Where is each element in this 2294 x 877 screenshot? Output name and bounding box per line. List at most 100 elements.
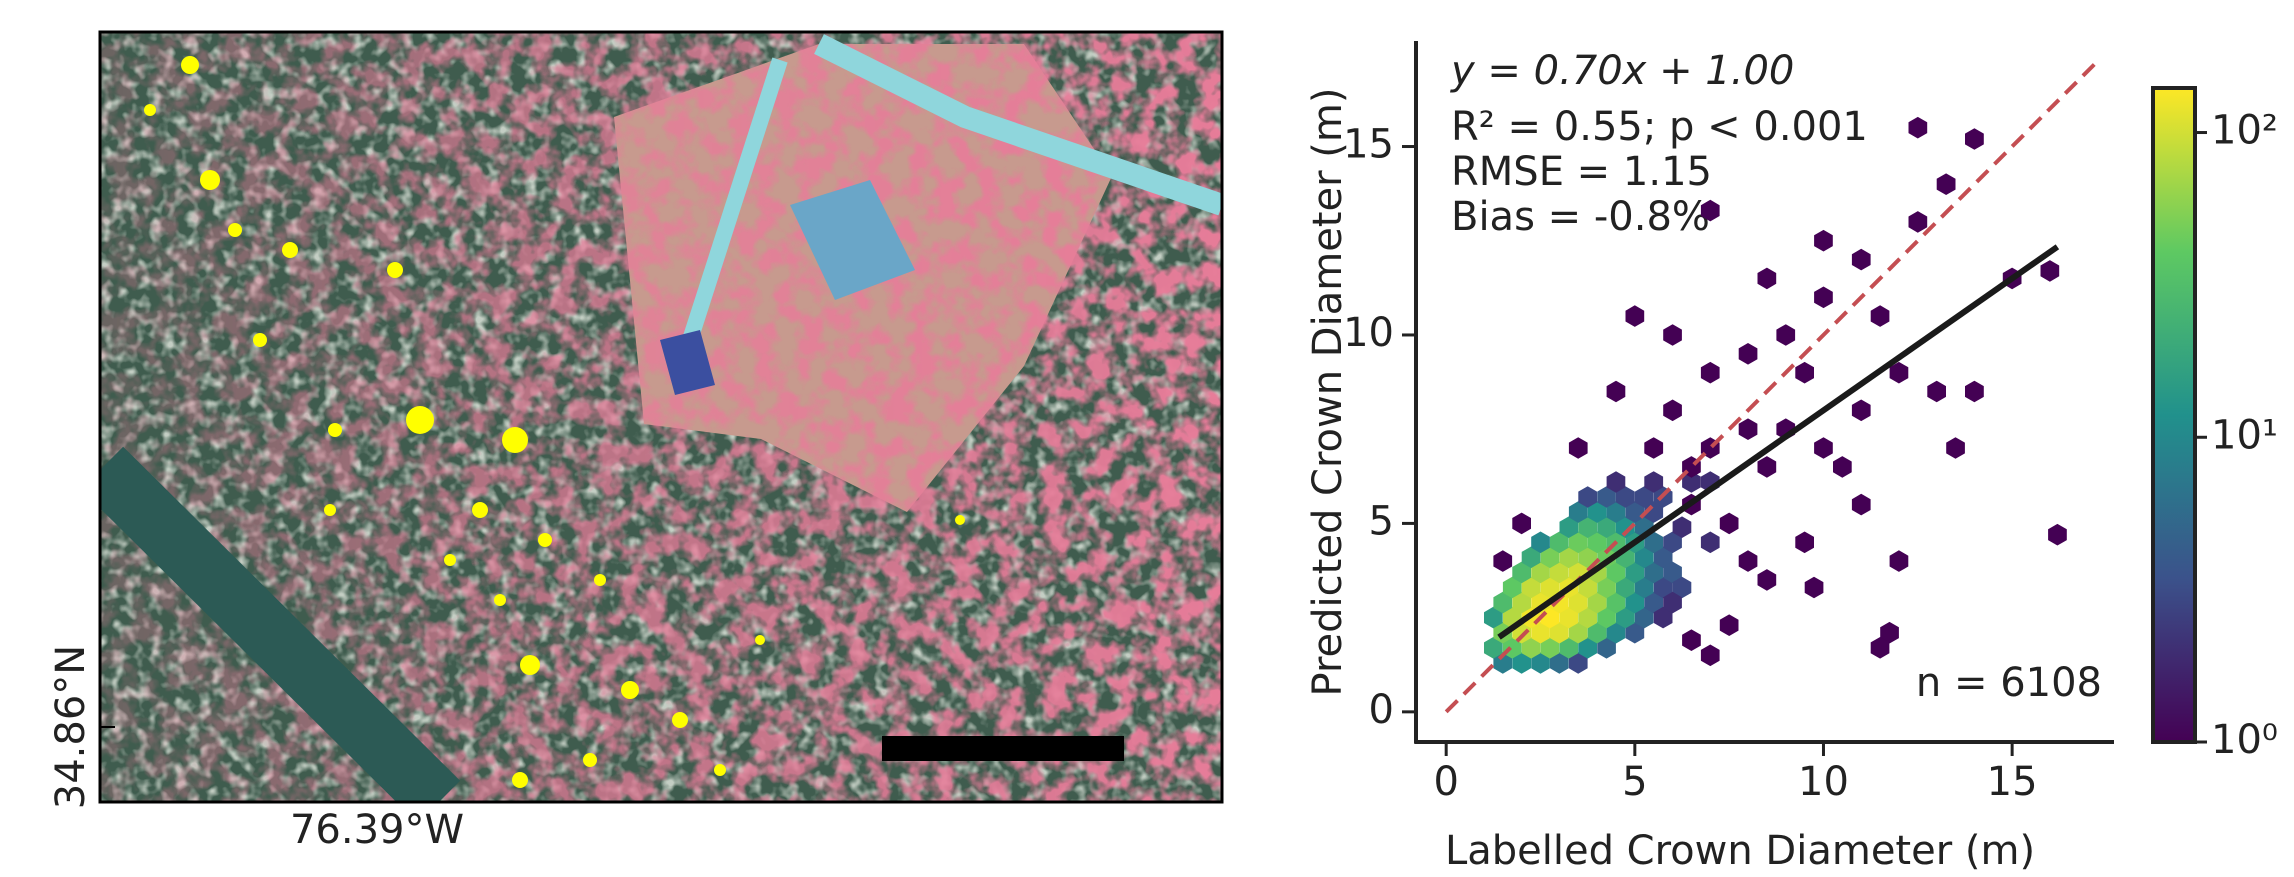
crown: [594, 574, 606, 586]
hexbin: [1550, 561, 1569, 584]
hexbin: [1870, 637, 1890, 659]
hexbin: [1578, 546, 1597, 569]
hexbin: [1625, 591, 1645, 614]
hexbin: [1616, 606, 1635, 629]
r-squared: R² = 0.55; p < 0.001: [1451, 104, 1868, 150]
hexbin: [1682, 471, 1701, 493]
colorbar-tick-label: 10¹: [2211, 412, 2278, 458]
hexbin: [1663, 561, 1682, 584]
x-tick-label: 0: [1433, 759, 1458, 805]
hexbin: [1606, 621, 1626, 644]
hexbin: [1634, 576, 1654, 599]
hexbin: [1531, 652, 1550, 674]
hexbin: [1587, 591, 1607, 614]
crown: [538, 533, 552, 547]
hexbin: [1814, 437, 1833, 459]
hexbin: [1568, 437, 1588, 459]
hexbin: [1568, 531, 1588, 554]
crown: [512, 772, 528, 788]
hexbin: [1700, 531, 1720, 554]
hexbin: [1568, 621, 1588, 644]
hexbin: [1616, 486, 1635, 508]
hexbin: [1606, 561, 1626, 584]
crown: [444, 554, 456, 566]
hexbin: [1927, 380, 1946, 403]
hexbin: [1568, 591, 1588, 614]
hexbin: [1700, 644, 1720, 667]
crown: [282, 242, 298, 258]
hexbin: [1578, 486, 1597, 508]
hexbin: [1738, 550, 1758, 572]
longitude-label: 76.39°W: [290, 807, 464, 853]
hexbin: [1521, 637, 1541, 659]
crown: [253, 333, 267, 347]
crown: [672, 712, 688, 728]
hexbin: [1833, 456, 1852, 478]
colorbar: [2151, 86, 2197, 744]
hexbin: [1625, 561, 1645, 584]
hexbin: [1512, 652, 1531, 674]
crown: [181, 56, 199, 74]
hexbin: [1795, 531, 1814, 554]
hexbin: [1965, 128, 1984, 150]
hexbin: [1672, 516, 1692, 538]
hexbin: [1597, 637, 1616, 659]
crown: [502, 427, 528, 453]
crown: [583, 753, 597, 767]
hexbin: [1682, 629, 1701, 651]
crown: [387, 262, 403, 278]
hexbin: [1531, 621, 1550, 644]
hexbin: [1559, 637, 1579, 659]
hexbin: [1606, 380, 1626, 403]
hexbin: [1550, 652, 1569, 674]
hexbin: [1606, 471, 1626, 493]
hexbin: [2048, 523, 2067, 546]
hexbin: [1616, 576, 1635, 599]
hexbin: [1965, 380, 1984, 403]
hexbin: [1738, 343, 1758, 365]
y-tick-label: 15: [1343, 122, 1394, 168]
hexbin: [1625, 305, 1645, 327]
crown: [494, 594, 506, 606]
hexbin: [1597, 486, 1616, 508]
crown: [406, 406, 434, 434]
road: [814, 34, 1222, 216]
hexbin: [1587, 531, 1607, 554]
river: [100, 446, 461, 802]
latitude-label: 34.86°N: [48, 645, 94, 809]
hexbin: [1531, 531, 1550, 554]
identity-line: [1444, 62, 2097, 714]
rmse: RMSE = 1.15: [1451, 149, 1712, 195]
building: [660, 330, 715, 395]
hexbin: [1502, 576, 1522, 599]
hexbin: [1531, 561, 1550, 584]
hexbin: [1625, 621, 1645, 644]
hexbin: [1908, 211, 1928, 233]
hexbin: [1870, 305, 1890, 327]
crown: [714, 764, 726, 776]
hexbin: [1644, 561, 1664, 584]
hexbin: [1719, 512, 1739, 535]
hexbin: [1550, 621, 1569, 644]
fit-equation: y = 0.70x + 1.00: [1450, 48, 1794, 94]
hexbin: [1889, 361, 1909, 384]
x-axis-label: Labelled Crown Diameter (m): [1445, 828, 2035, 874]
hexbin: [1663, 591, 1682, 614]
hexbin: [1559, 606, 1579, 629]
x-tick-label: 5: [1622, 759, 1647, 805]
crown: [520, 655, 540, 675]
hexbin: [1493, 591, 1513, 614]
hexbin: [1625, 501, 1645, 523]
hexbin: [1540, 546, 1560, 569]
hexbins: [1484, 116, 2067, 674]
hexbin: [1880, 621, 1899, 644]
hexbin: [1851, 493, 1871, 516]
hexbin: [1851, 248, 1871, 271]
hexbin: [1719, 614, 1739, 636]
hexbin: [1587, 621, 1607, 644]
hexbin: [1644, 531, 1664, 554]
hexbin: [1578, 516, 1597, 538]
hexbin: [1512, 512, 1531, 535]
hexbin: [1653, 606, 1673, 629]
y-tick-label: 5: [1369, 498, 1394, 544]
